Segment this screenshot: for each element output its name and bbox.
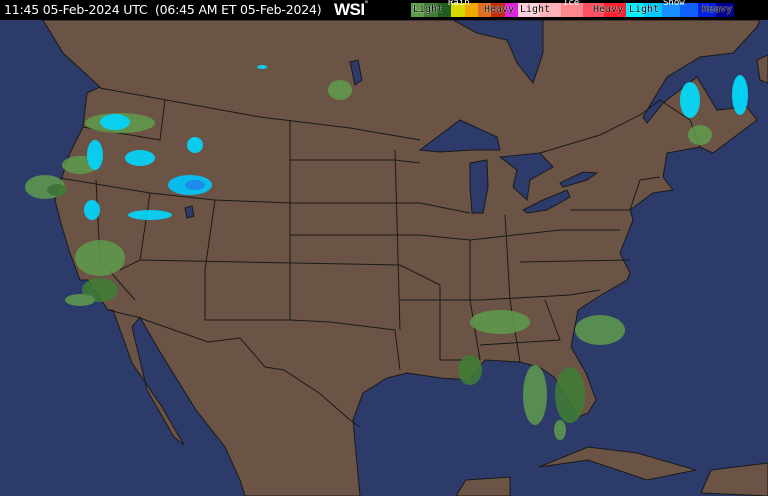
state-line — [204, 199, 216, 320]
newfoundland — [756, 54, 768, 84]
rain-swatch — [504, 3, 519, 17]
state-line — [139, 259, 441, 286]
snow-swatch — [698, 3, 716, 17]
us-canada-border — [99, 87, 421, 141]
lake-ontario — [559, 171, 599, 188]
snow-echo — [680, 82, 700, 118]
snow-echo — [87, 140, 103, 170]
ice-light-label: Light — [520, 4, 551, 15]
rain-swatch — [411, 3, 425, 17]
timestamp: 11:45 05-Feb-2024 UTC (06:45 AM ET 05-Fe… — [4, 2, 322, 17]
snow-title: Snow — [663, 0, 685, 8]
ice-swatch — [604, 3, 627, 17]
lake-michigan — [469, 159, 489, 214]
snow-echo — [125, 150, 155, 166]
header-bar: 11:45 05-Feb-2024 UTC (06:45 AM ET 05-Fe… — [0, 0, 768, 20]
rain-echo — [523, 365, 547, 425]
rain-echo — [65, 294, 95, 306]
state-line — [570, 176, 661, 211]
rain-swatch — [491, 3, 506, 17]
snow-swatch — [716, 3, 734, 17]
snow-heavy-label: Heavy — [702, 4, 733, 15]
rain-echoes — [25, 80, 712, 440]
snow-echo — [100, 114, 130, 130]
lakes — [184, 20, 599, 219]
landmass — [42, 20, 768, 496]
state-line — [290, 159, 421, 164]
rain-swatch — [437, 3, 452, 17]
wsi-logo: WSI° — [334, 0, 368, 20]
rain-echo — [470, 310, 530, 334]
rain-echo — [47, 184, 67, 196]
lake-huron — [498, 152, 554, 202]
rain-echo — [688, 125, 712, 145]
snow-swatch — [662, 3, 680, 17]
ice-swatch — [518, 3, 540, 17]
rain-light-label: Light — [413, 4, 444, 15]
rain-echo — [458, 355, 482, 385]
state-line — [504, 214, 521, 363]
rain-heavy-label: Heavy — [484, 4, 515, 15]
ice-swatch — [539, 3, 562, 17]
snow-swatch — [680, 3, 698, 17]
rain-title: Rain — [448, 0, 470, 8]
borders — [59, 87, 701, 428]
hudson-bay — [452, 20, 544, 85]
us-mexico-border — [107, 309, 361, 428]
state-line — [479, 299, 561, 346]
state-line — [439, 285, 470, 361]
north-america-land — [42, 20, 761, 496]
snow-echo — [732, 75, 748, 115]
precip-legend: Light Rain Heavy Light Ice Heavy Light S… — [411, 0, 735, 20]
great-salt-lake — [184, 205, 195, 219]
rain-echo — [554, 420, 566, 440]
lake-superior — [418, 119, 501, 153]
rain-echo — [575, 315, 625, 345]
snow-echoes — [84, 65, 748, 220]
snow-echo — [128, 210, 172, 220]
rain-swatch — [464, 3, 479, 17]
state-line — [394, 149, 401, 331]
snow-swatch — [644, 3, 662, 17]
rain-echo — [555, 367, 585, 423]
rain-echo — [328, 80, 352, 100]
logo-mark: ° — [364, 0, 369, 9]
snow-echo — [257, 65, 267, 69]
map-canvas — [25, 20, 768, 496]
state-line — [205, 319, 401, 371]
ice-heavy-label: Heavy — [593, 4, 624, 15]
snow-light-label: Light — [629, 4, 660, 15]
state-line — [519, 259, 631, 263]
snow-echo — [185, 180, 205, 190]
yucatan — [455, 476, 511, 496]
lake-erie — [522, 189, 571, 214]
hispaniola — [700, 462, 768, 496]
state-line — [469, 240, 481, 361]
state-line — [59, 177, 471, 214]
rain-echo — [75, 240, 125, 276]
ice-swatch — [582, 3, 605, 17]
snow-swatch — [626, 3, 644, 17]
ice-swatch — [561, 3, 584, 17]
rain-swatch — [477, 3, 492, 17]
rain-swatch — [451, 3, 466, 17]
us-canada-border-east — [539, 99, 701, 154]
logo-text: WSI — [334, 0, 365, 19]
rain-swatch — [424, 3, 439, 17]
lake-winnipeg — [349, 59, 363, 86]
cuba — [538, 446, 697, 481]
snow-echo — [84, 200, 100, 220]
snow-echo — [187, 137, 203, 153]
ice-title: Ice — [563, 0, 580, 8]
